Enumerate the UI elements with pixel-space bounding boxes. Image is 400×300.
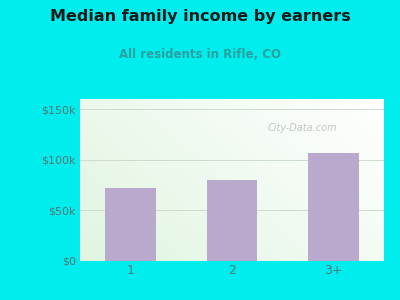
- Bar: [105, 188, 156, 261]
- Text: City-Data.com: City-Data.com: [267, 123, 337, 133]
- Bar: [308, 153, 359, 261]
- Text: All residents in Rifle, CO: All residents in Rifle, CO: [119, 48, 281, 61]
- Bar: [207, 180, 257, 261]
- Text: Median family income by earners: Median family income by earners: [50, 9, 350, 24]
